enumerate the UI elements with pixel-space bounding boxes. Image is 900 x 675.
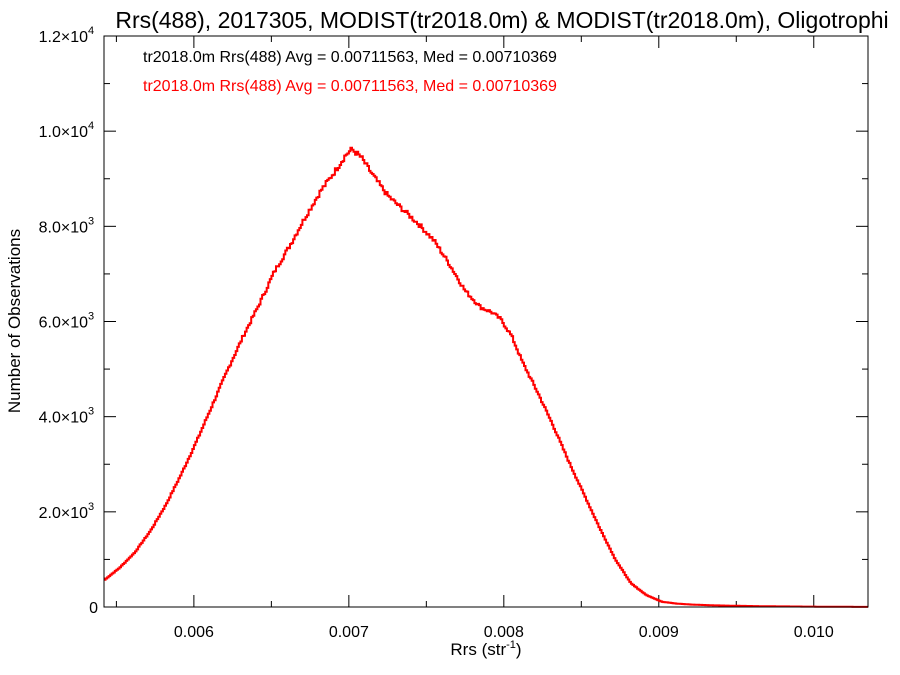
y-axis-label: Number of Observations: [5, 229, 24, 413]
y-tick-label: 6.0×10: [39, 315, 88, 332]
x-axis-label-sup: -1: [506, 639, 516, 651]
y-tick-label: 0: [89, 600, 98, 617]
histogram-series-line: [104, 146, 868, 608]
y-tick-label: 4.0×10: [39, 410, 88, 427]
x-tick-label: 0.008: [484, 624, 524, 641]
chart-title: Rrs(488), 2017305, MODIST(tr2018.0m) & M…: [115, 7, 888, 33]
y-tick-label: 2.0×10: [39, 505, 88, 522]
stats-annotation-black: tr2018.0m Rrs(488) Avg = 0.00711563, Med…: [143, 49, 557, 66]
x-tick-label: 0.009: [639, 624, 679, 641]
x-axis-ticks: 0.006 0.007 0.008 0.009 0.010: [115, 36, 834, 641]
plot-frame: [103, 35, 869, 608]
x-axis-label-main: Rrs (str: [450, 640, 506, 659]
x-tick-label: 0.010: [794, 624, 834, 641]
y-tick-label-exponent: 4: [88, 120, 94, 132]
y-tick-label: 1.2×10: [39, 29, 88, 46]
y-tick-label: 8.0×10: [39, 219, 88, 236]
y-tick-label: 1.0×10: [39, 124, 88, 141]
y-axis-ticks: 02.0×10 34.0×10 36.0×10 38.0×10 31.0×10 41.2×…: [39, 25, 868, 617]
y-tick-label-exponent: 3: [88, 406, 94, 418]
y-tick-label-exponent: 3: [88, 311, 94, 323]
x-tick-label: 0.006: [174, 624, 214, 641]
stats-annotation-red: tr2018.0m Rrs(488) Avg = 0.00711563, Med…: [143, 78, 557, 95]
y-tick-label-exponent: 3: [88, 501, 94, 513]
x-tick-label: 0.007: [329, 624, 369, 641]
y-tick-label-exponent: 3: [88, 215, 94, 227]
x-axis-label: Rrs (str-1): [450, 639, 521, 659]
x-axis-label-end: ): [516, 640, 522, 659]
y-tick-label-exponent: 4: [88, 25, 94, 37]
